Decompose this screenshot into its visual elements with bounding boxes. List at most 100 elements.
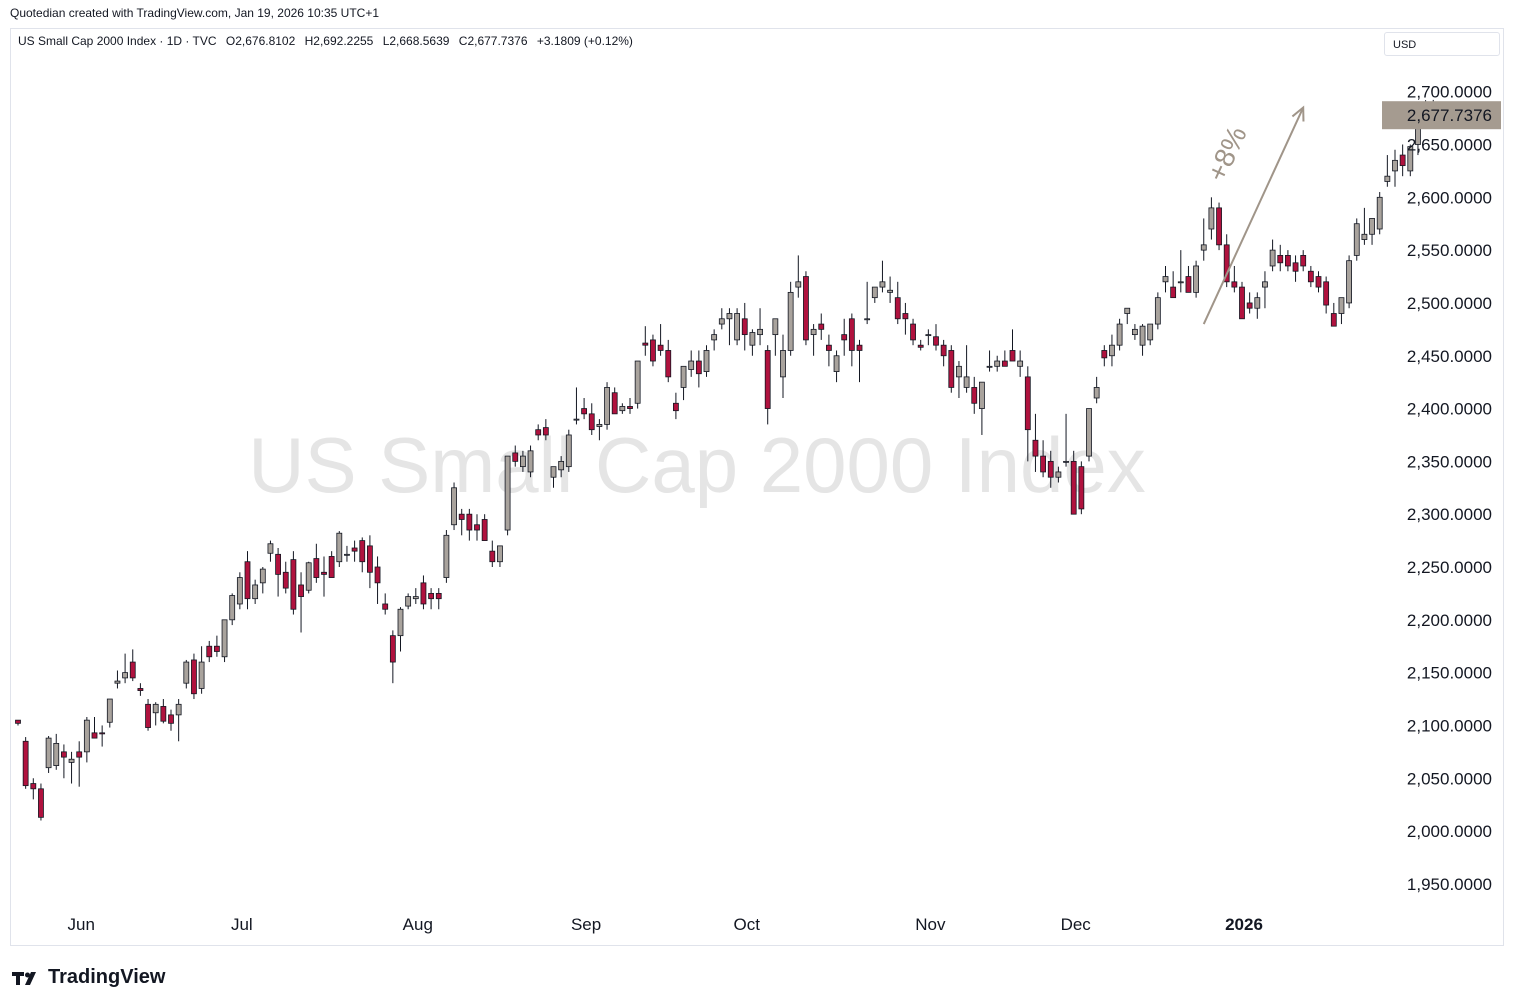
candle — [198, 646, 205, 694]
candle — [818, 313, 825, 340]
candle-body — [458, 513, 465, 520]
candle — [956, 361, 962, 398]
candle — [259, 567, 266, 594]
candle — [1323, 276, 1330, 314]
candle — [917, 339, 924, 351]
candle-body — [749, 332, 756, 346]
candle-body — [290, 559, 297, 610]
candle — [83, 716, 90, 763]
time-tick-label: Nov — [915, 915, 946, 934]
candle-body — [833, 355, 840, 372]
candle-body — [772, 318, 779, 336]
candle-body — [787, 291, 794, 351]
candle-body — [405, 596, 412, 607]
candle — [38, 783, 44, 821]
candle-body — [558, 460, 565, 471]
candle-body — [902, 313, 909, 320]
candle — [397, 607, 404, 652]
candle — [168, 709, 174, 731]
candle-body — [152, 703, 159, 714]
candle-body — [917, 344, 924, 348]
candle-body — [565, 434, 572, 468]
candle — [634, 360, 641, 409]
candle — [741, 302, 748, 351]
candle — [374, 556, 381, 604]
candle-body — [520, 455, 526, 468]
candle-body — [22, 740, 29, 787]
candle-body — [160, 706, 167, 722]
candle — [558, 456, 565, 478]
candle-body — [1001, 360, 1008, 367]
price-tag-box — [1382, 101, 1501, 130]
candle-body — [1239, 286, 1245, 320]
candle-body — [206, 645, 213, 658]
candle-body — [1346, 260, 1352, 304]
candle — [588, 403, 595, 435]
candle-body — [879, 281, 886, 288]
candle-body — [657, 344, 664, 351]
candle-body — [780, 350, 786, 378]
candle — [986, 350, 993, 372]
candle-body — [718, 318, 725, 325]
candle-body — [236, 577, 243, 605]
candle — [1078, 461, 1085, 515]
candle — [1307, 265, 1314, 288]
candle-body — [321, 571, 327, 575]
time-axis[interactable]: Jun Jul Aug Sep Oct Nov Dec 2026 — [67, 915, 1262, 934]
candle — [298, 572, 304, 633]
candle-body — [15, 719, 21, 724]
candle-body — [1223, 244, 1230, 283]
candle — [573, 387, 580, 425]
candle — [282, 561, 289, 594]
candle — [336, 531, 343, 567]
price-axis[interactable]: 1,950.0000 2,000.0000 2,050.0000 2,100.0000… — [1407, 83, 1492, 894]
candle-body — [1353, 223, 1360, 256]
candle-body — [535, 429, 542, 436]
legend-open: O2,676.8102 — [225, 34, 296, 48]
candle — [1277, 244, 1284, 272]
candle — [604, 382, 610, 430]
candle — [359, 537, 366, 573]
candle-body — [1124, 307, 1131, 314]
time-tick-label: Oct — [734, 915, 761, 934]
candle — [68, 751, 75, 784]
candle-body — [1086, 408, 1092, 457]
candle-body — [389, 635, 396, 663]
currency-selector[interactable]: USD — [1384, 32, 1500, 56]
candle-body — [420, 582, 427, 605]
candle-body — [1300, 255, 1307, 267]
candle-body — [1154, 297, 1161, 325]
candle-body — [1307, 270, 1314, 283]
candle-body — [443, 534, 450, 578]
candle — [206, 640, 213, 663]
candle-body — [497, 545, 503, 563]
candle — [642, 326, 649, 356]
candle — [1109, 334, 1115, 367]
candle-body — [588, 413, 595, 431]
candle-body — [1132, 328, 1138, 336]
candle-body — [351, 547, 358, 552]
legend-close: C2,677.7376 — [458, 34, 528, 48]
candle-body — [221, 619, 228, 658]
candle-body — [175, 703, 182, 716]
candle-body — [1392, 159, 1398, 172]
candle — [122, 653, 128, 684]
candle — [833, 350, 840, 383]
candle — [1407, 144, 1414, 177]
tradingview-logo[interactable]: TradingView — [12, 966, 165, 989]
candle — [665, 339, 672, 383]
candle — [466, 508, 473, 541]
candle-body — [282, 571, 289, 589]
candle-body — [412, 596, 419, 600]
candle — [474, 514, 480, 541]
candle — [764, 345, 771, 425]
candle-body — [336, 532, 343, 563]
price-tick-label: 2,050.0000 — [1407, 769, 1492, 788]
candle-body — [1017, 360, 1024, 367]
candle-body — [680, 365, 687, 388]
legend-high: H2,692.2255 — [304, 34, 374, 48]
candle — [726, 308, 733, 346]
candle-body — [45, 737, 52, 769]
candle — [542, 419, 549, 441]
